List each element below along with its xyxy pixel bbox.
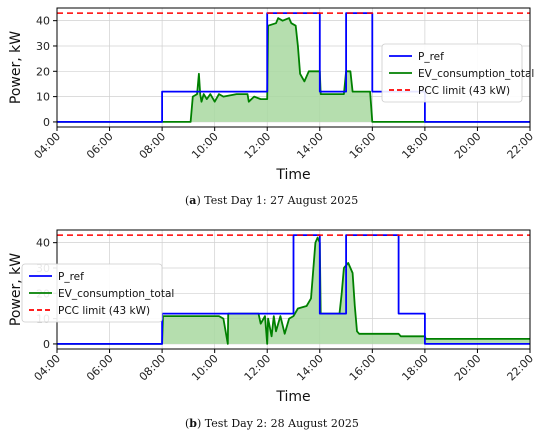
x-tick-label: 12:00 <box>242 130 274 162</box>
series-area-1 <box>57 18 530 122</box>
y-tick-label: 20 <box>36 65 50 78</box>
y-axis-label: Power, kW <box>8 253 24 326</box>
legend-label-1: EV_consumption_total <box>58 288 174 300</box>
caption-open: ( <box>185 194 189 207</box>
x-tick-label: 04:00 <box>32 130 64 162</box>
caption-open: ( <box>185 417 189 430</box>
x-tick-label: 06:00 <box>84 130 116 162</box>
figure-caption: (b) Test Day 2: 28 August 2025 <box>185 417 359 430</box>
x-tick-label: 06:00 <box>84 352 116 384</box>
caption-close: ) <box>196 194 200 207</box>
x-tick-label: 18:00 <box>399 130 431 162</box>
caption-text: Test Day 2: 28 August 2025 <box>201 417 359 430</box>
y-tick-label: 10 <box>36 91 50 104</box>
x-tick-label: 08:00 <box>137 130 169 162</box>
x-axis-label: Time <box>275 167 310 183</box>
y-tick-label: 0 <box>43 338 50 351</box>
legend-label-0: P_ref <box>418 51 444 63</box>
x-tick-label: 04:00 <box>32 352 64 384</box>
y-tick-label: 30 <box>36 40 50 53</box>
x-tick-label: 22:00 <box>505 130 537 162</box>
legend-box <box>21 263 163 323</box>
caption-close: ) <box>197 417 201 430</box>
caption-letter: b <box>189 417 197 430</box>
figure-caption: (a) Test Day 1: 27 August 2025 <box>185 194 358 207</box>
series-line-0 <box>57 234 530 345</box>
x-tick-label: 22:00 <box>505 352 537 384</box>
legend-label-2: PCC limit (43 kW) <box>58 305 150 317</box>
x-tick-label: 14:00 <box>294 352 326 384</box>
x-tick-label: 20:00 <box>452 352 484 384</box>
legend-box <box>381 43 523 103</box>
legend-label-1: EV_consumption_total <box>418 68 534 80</box>
x-tick-label: 16:00 <box>347 130 379 162</box>
y-axis-label: Power, kW <box>8 31 24 104</box>
x-tick-label: 18:00 <box>399 352 431 384</box>
caption-text: Test Day 1: 27 August 2025 <box>201 194 359 207</box>
y-tick-label: 40 <box>36 237 50 250</box>
x-tick-label: 08:00 <box>137 352 169 384</box>
caption-letter: a <box>189 194 196 207</box>
x-tick-label: 20:00 <box>452 130 484 162</box>
legend: P_ref EV_consumption_total PCC limit (43 k… <box>21 263 174 323</box>
chart-panel-1: 0 10 20 30 40 04:00 06:00 08:00 10:00 12:00 14:00 1… <box>8 7 537 207</box>
series-area-1 <box>57 237 530 344</box>
x-tick-label: 10:00 <box>189 352 221 384</box>
legend-label-0: P_ref <box>58 271 84 283</box>
plot-frame <box>56 7 531 128</box>
x-tick-label: 14:00 <box>294 130 326 162</box>
x-tick-label: 12:00 <box>242 352 274 384</box>
x-tick-label: 16:00 <box>347 352 379 384</box>
x-tick-label: 10:00 <box>189 130 221 162</box>
y-tick-label: 0 <box>43 116 50 129</box>
x-axis-label: Time <box>275 389 310 405</box>
legend-label-2: PCC limit (43 kW) <box>418 85 510 97</box>
y-tick-label: 40 <box>36 15 50 28</box>
legend: P_ref EV_consumption_total PCC limit (43 k… <box>381 43 534 103</box>
chart-panel-2: 01020304004:0006:0008:0010:0012:0014:001… <box>8 229 537 430</box>
